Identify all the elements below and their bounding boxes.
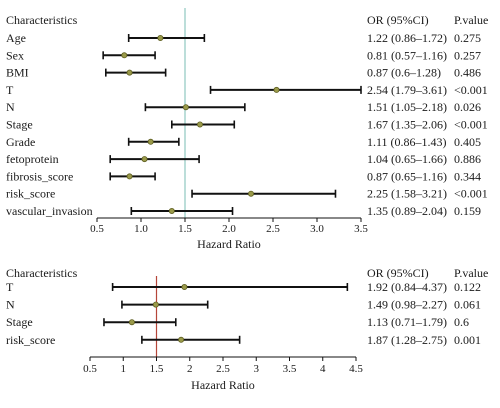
row-label: fetoprotein xyxy=(6,152,59,166)
or-point xyxy=(126,69,133,76)
or-point xyxy=(168,207,175,214)
row-label: risk_score xyxy=(6,187,55,201)
x-tick-label: 3.5 xyxy=(283,363,297,375)
row-or-ci: 2.25 (1.58–3.21) xyxy=(367,187,447,201)
or-point xyxy=(147,138,154,145)
row-label: BMI xyxy=(6,66,29,80)
row-or-ci: 1.49 (0.98–2.27) xyxy=(367,298,447,312)
x-tick-label: 0.5 xyxy=(83,363,97,375)
row-or-ci: 1.67 (1.35–2.06) xyxy=(367,118,447,132)
row-pvalue: 0.257 xyxy=(454,48,481,62)
forest-plot-1: Characteristics OR (95%CI) P.value Age 1.22 … xyxy=(6,8,488,251)
x-tick-label: 0.5 xyxy=(90,223,104,235)
row-label: fibrosis_score xyxy=(6,169,73,183)
x-tick-label: 1.0 xyxy=(134,223,148,235)
header-or-ci: OR (95%CI) xyxy=(367,13,429,27)
row-pvalue: <0.001 xyxy=(454,187,488,201)
row-label: Age xyxy=(6,31,26,45)
row-label: N xyxy=(6,100,15,114)
or-point xyxy=(178,336,185,343)
or-point xyxy=(247,190,254,197)
row-label: vascular_invasion xyxy=(6,204,93,218)
row-pvalue: 0.159 xyxy=(454,204,481,218)
x-tick-label: 1.5 xyxy=(178,223,192,235)
row-label: Sex xyxy=(6,48,24,62)
row-or-ci: 2.54 (1.79–3.61) xyxy=(367,83,447,97)
x-tick-label: 3 xyxy=(254,363,260,375)
or-point xyxy=(182,104,189,111)
row-pvalue: 0.344 xyxy=(454,169,481,183)
x-tick-label: 2.5 xyxy=(216,363,230,375)
x-tick-label: 2 xyxy=(187,363,193,375)
row-pvalue: 0.405 xyxy=(454,135,481,149)
row-label: T xyxy=(6,83,14,97)
header-or-ci: OR (95%CI) xyxy=(367,266,429,280)
x-tick-label: 4.5 xyxy=(349,363,363,375)
x-tick-label: 1.5 xyxy=(150,363,164,375)
x-axis-label: Hazard Ratio xyxy=(191,378,255,392)
header-characteristics: Characteristics xyxy=(6,266,78,280)
x-tick-label: 2.5 xyxy=(266,223,280,235)
or-point xyxy=(152,301,159,308)
row-or-ci: 1.13 (0.71–1.79) xyxy=(367,315,447,329)
or-point xyxy=(126,173,133,180)
row-or-ci: 1.22 (0.86–1.72) xyxy=(367,31,447,45)
row-or-ci: 1.51 (1.05–2.18) xyxy=(367,100,447,114)
x-tick-label: 3.5 xyxy=(354,223,368,235)
row-label: T xyxy=(6,280,14,294)
or-point xyxy=(157,35,164,42)
row-pvalue: 0.886 xyxy=(454,152,481,166)
row-pvalue: 0.122 xyxy=(454,280,481,294)
header-characteristics: Characteristics xyxy=(6,13,78,27)
row-or-ci: 1.04 (0.65–1.66) xyxy=(367,152,447,166)
row-pvalue: 0.6 xyxy=(454,315,469,329)
row-pvalue: 0.061 xyxy=(454,298,481,312)
row-label: Grade xyxy=(6,135,35,149)
or-point xyxy=(181,283,188,290)
x-tick-label: 2.0 xyxy=(222,223,236,235)
row-or-ci: 0.81 (0.57–1.16) xyxy=(367,48,447,62)
row-label: risk_score xyxy=(6,333,55,347)
row-pvalue: 0.486 xyxy=(454,66,481,80)
x-tick-label: 4 xyxy=(320,363,326,375)
or-point xyxy=(141,156,148,163)
x-axis-label: Hazard Ratio xyxy=(197,237,261,251)
row-pvalue: 0.275 xyxy=(454,31,481,45)
or-point xyxy=(196,121,203,128)
row-pvalue: <0.001 xyxy=(454,118,488,132)
forest-plot-2: Characteristics OR (95%CI) P.value T 1.92 (0… xyxy=(6,266,488,392)
x-tick-label: 3.0 xyxy=(310,223,324,235)
x-tick-label: 1 xyxy=(121,363,127,375)
row-pvalue: 0.001 xyxy=(454,333,481,347)
row-pvalue: 0.026 xyxy=(454,100,481,114)
row-or-ci: 1.11 (0.86–1.43) xyxy=(367,135,447,149)
or-point xyxy=(128,319,135,326)
row-pvalue: <0.001 xyxy=(454,83,488,97)
row-label: Stage xyxy=(6,315,33,329)
row-label: N xyxy=(6,298,15,312)
header-pvalue: P.value xyxy=(454,266,488,280)
row-label: Stage xyxy=(6,118,33,132)
or-point xyxy=(121,52,128,59)
row-or-ci: 0.87 (0.65–1.16) xyxy=(367,169,447,183)
or-point xyxy=(273,86,280,93)
row-or-ci: 1.87 (1.28–2.75) xyxy=(367,333,447,347)
header-pvalue: P.value xyxy=(454,13,488,27)
row-or-ci: 1.92 (0.84–4.37) xyxy=(367,280,447,294)
row-or-ci: 1.35 (0.89–2.04) xyxy=(367,204,447,218)
row-or-ci: 0.87 (0.6–1.28) xyxy=(367,66,441,80)
